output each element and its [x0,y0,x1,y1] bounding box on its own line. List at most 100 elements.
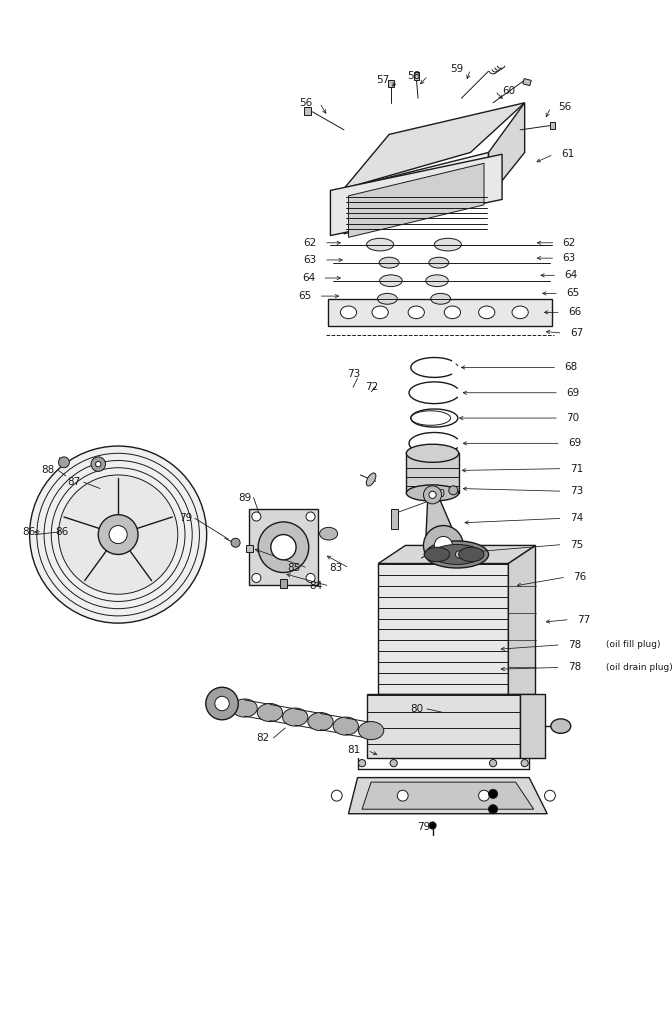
Ellipse shape [407,444,459,462]
Ellipse shape [372,306,388,318]
Text: 77: 77 [577,614,590,625]
Ellipse shape [425,541,489,568]
Circle shape [434,537,452,554]
Circle shape [423,525,463,565]
Ellipse shape [408,306,425,318]
Circle shape [91,457,106,471]
Text: 63: 63 [304,255,317,265]
Text: 84: 84 [309,581,323,591]
Text: 57: 57 [376,75,389,85]
Text: 59: 59 [450,65,463,75]
Ellipse shape [407,485,459,501]
Ellipse shape [434,239,462,251]
Text: 60: 60 [502,86,515,96]
Text: 73: 73 [570,486,583,497]
Text: 89: 89 [239,493,252,503]
Polygon shape [331,155,502,236]
Text: 63: 63 [562,253,576,263]
Bar [550,122,555,129]
Polygon shape [378,563,509,694]
Circle shape [390,760,397,767]
Text: (oil drain plug): (oil drain plug) [606,663,672,672]
Bar [245,545,253,552]
Circle shape [331,791,342,801]
Circle shape [521,760,528,767]
Text: 75: 75 [570,540,583,550]
Circle shape [306,573,315,583]
Polygon shape [349,777,547,814]
Circle shape [58,475,178,594]
Text: 81: 81 [347,745,360,756]
Ellipse shape [282,708,308,726]
Text: (oil fill plug): (oil fill plug) [606,640,661,649]
Polygon shape [349,163,484,238]
Circle shape [429,822,436,829]
Polygon shape [344,153,489,233]
Text: 69: 69 [566,388,579,397]
Polygon shape [344,102,525,188]
Ellipse shape [551,719,571,733]
Polygon shape [366,694,520,758]
Circle shape [544,791,555,801]
Circle shape [489,805,497,814]
Polygon shape [328,299,552,326]
Ellipse shape [257,703,282,722]
Ellipse shape [512,306,528,318]
Text: 78: 78 [568,663,581,673]
Circle shape [231,539,240,547]
Ellipse shape [379,257,399,268]
Text: 79: 79 [179,513,192,523]
Text: 65: 65 [298,291,311,301]
Text: 66: 66 [568,307,581,317]
Circle shape [429,492,436,499]
Polygon shape [407,454,459,493]
Polygon shape [489,102,525,198]
Polygon shape [520,694,546,758]
Text: 83: 83 [329,563,342,573]
Text: 56: 56 [299,97,312,108]
Text: 71: 71 [570,464,583,474]
Ellipse shape [426,274,448,287]
Circle shape [478,791,489,801]
Bar [388,80,394,87]
Text: 70: 70 [566,413,579,423]
Circle shape [95,462,101,467]
Text: 65: 65 [566,289,579,298]
Text: 90: 90 [432,488,445,499]
Bar [391,509,398,529]
Circle shape [58,457,69,468]
Text: 72: 72 [365,382,378,392]
Text: 80: 80 [411,703,423,714]
Text: 86: 86 [55,527,68,537]
Text: 76: 76 [573,572,587,582]
Text: 78: 78 [568,640,581,650]
Circle shape [397,791,408,801]
Ellipse shape [429,257,449,268]
Ellipse shape [431,294,451,304]
Circle shape [215,696,229,711]
Text: 67: 67 [570,328,583,338]
Circle shape [206,687,239,720]
Ellipse shape [478,306,495,318]
Circle shape [358,760,366,767]
Text: 88: 88 [42,466,55,475]
Polygon shape [378,546,536,563]
Text: 85: 85 [288,563,300,573]
Text: 61: 61 [561,150,574,160]
Ellipse shape [380,274,403,287]
Circle shape [489,760,497,767]
Polygon shape [249,509,318,585]
Text: 64: 64 [564,270,578,281]
Ellipse shape [358,722,384,739]
Text: 79: 79 [417,822,431,833]
Ellipse shape [444,306,460,318]
Circle shape [252,573,261,583]
Text: 58: 58 [407,71,421,81]
Polygon shape [425,493,462,550]
Circle shape [449,485,458,495]
Ellipse shape [425,547,450,562]
Ellipse shape [378,294,397,304]
Ellipse shape [341,306,357,318]
Circle shape [98,515,138,554]
Polygon shape [509,546,536,694]
